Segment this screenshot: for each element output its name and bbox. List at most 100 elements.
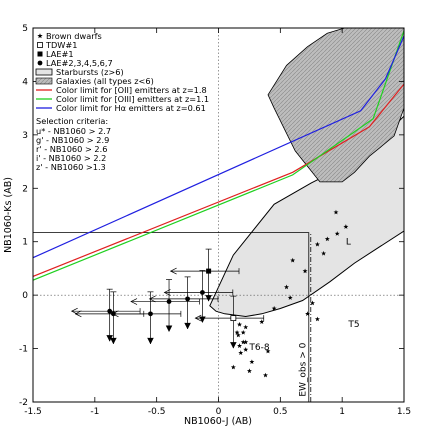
x-tick-label: 0.5 bbox=[273, 407, 287, 417]
brown-dwarf-point bbox=[249, 359, 255, 365]
tdw1-point bbox=[194, 295, 265, 349]
legend-item-2: TDW#1 bbox=[37, 40, 77, 50]
legend-item-3: LAE#1 bbox=[37, 49, 74, 59]
legend-item-9: Color limit for Hα emitters at z=0.61 bbox=[36, 103, 206, 113]
brown-dwarf-point bbox=[334, 231, 340, 236]
y-tick-label: 5 bbox=[22, 24, 28, 34]
galaxy-region bbox=[267, 28, 404, 183]
annotation-t6-8: T6-8 bbox=[248, 343, 269, 353]
selection-criterion: u* - NB1060 > 2.7 bbox=[36, 126, 111, 136]
open-square-icon bbox=[37, 42, 43, 48]
star-icon bbox=[37, 33, 43, 39]
brown-dwarf-point bbox=[321, 250, 327, 256]
brown-dwarf-point bbox=[265, 348, 271, 354]
brown-dwarf-point bbox=[302, 268, 308, 274]
color-limit-line-2 bbox=[33, 30, 404, 281]
y-tick-label: -1 bbox=[19, 345, 28, 355]
lae-marker bbox=[185, 296, 190, 302]
y-limit-arrow bbox=[110, 337, 117, 345]
annotation-l: L bbox=[346, 237, 351, 247]
y-tick-label: -2 bbox=[19, 398, 28, 408]
y-tick-label: 4 bbox=[22, 77, 28, 87]
y-axis-label: NB1060-Ks (AB) bbox=[3, 177, 14, 253]
x-limit-arrow bbox=[130, 298, 138, 305]
x-limit-arrow bbox=[70, 307, 78, 315]
legend-label: Brown dwarfs bbox=[46, 31, 102, 41]
brown-dwarf-point bbox=[240, 339, 246, 345]
brown-dwarf-point bbox=[235, 332, 241, 338]
x-limit-arrow bbox=[163, 289, 171, 296]
x-limit-arrow bbox=[194, 314, 202, 322]
legend-label: Color limit for [OII] emitters at z=1.8 bbox=[56, 85, 207, 95]
brown-dwarf-point bbox=[243, 339, 249, 345]
brown-dwarf-point bbox=[324, 236, 330, 242]
lae1-point bbox=[169, 248, 240, 302]
lae-marker bbox=[166, 299, 172, 304]
legend-item-1: Brown dwarfs bbox=[37, 31, 102, 41]
legend-label: Color limit for Hα emitters at z=0.61 bbox=[56, 103, 206, 113]
lae1-marker bbox=[206, 268, 212, 274]
x-limit-arrow bbox=[169, 267, 177, 275]
brown-dwarf-point bbox=[284, 284, 289, 290]
lae-marker bbox=[107, 308, 113, 314]
y-tick-label: 2 bbox=[22, 184, 28, 194]
x-tick-label: -1.5 bbox=[24, 407, 42, 417]
legend-label: Galaxies (all types z<6) bbox=[56, 76, 154, 86]
selection-criteria-title: Selection criteria: bbox=[36, 116, 108, 126]
selection-criterion: i' - NB1060 > 2.2 bbox=[36, 153, 106, 163]
legend-item-4: LAE#2,3,4,5,6,7 bbox=[37, 58, 113, 68]
selection-boundary-line bbox=[33, 232, 310, 402]
lae-marker bbox=[148, 311, 153, 317]
x-limit-arrow bbox=[148, 295, 156, 303]
brown-dwarf-point bbox=[314, 316, 320, 322]
lae-point-3 bbox=[148, 276, 219, 330]
open-region-icon bbox=[35, 68, 53, 76]
annotation-t5: T5 bbox=[347, 320, 359, 330]
hatched-region-icon bbox=[35, 77, 53, 85]
brown-dwarf-point bbox=[343, 224, 349, 229]
brown-dwarf-point bbox=[259, 319, 265, 324]
brown-dwarf-point bbox=[333, 209, 339, 215]
legend-item-7: Color limit for [OII] emitters at z=1.8 bbox=[36, 85, 207, 95]
brown-dwarf-point bbox=[237, 343, 242, 348]
brown-dwarf-point bbox=[246, 368, 252, 374]
y-limit-arrow bbox=[147, 337, 154, 345]
lae-point-4 bbox=[130, 279, 200, 333]
legend-item-5: Starbursts (z>6) bbox=[35, 67, 124, 77]
color-limit-line-3 bbox=[33, 35, 404, 259]
filled-circle-icon bbox=[37, 60, 43, 66]
y-limit-arrow bbox=[205, 294, 212, 302]
brown-dwarf-point bbox=[305, 311, 311, 316]
x-limit-arrow bbox=[74, 310, 82, 318]
legend-item-8: Color limit for [OIII] emitters at z=1.1 bbox=[36, 94, 209, 104]
legend-item-6: Galaxies (all types z<6) bbox=[35, 76, 154, 86]
annotation-ew-limit: EW_obs > 0 bbox=[299, 342, 309, 396]
legend-label: Color limit for [OIII] emitters at z=1.1 bbox=[56, 94, 209, 104]
legend-label: Starbursts (z>6) bbox=[56, 67, 124, 77]
selection-criterion: z' - NB1060 >1.3 bbox=[36, 162, 106, 172]
y-limit-arrow bbox=[230, 342, 237, 349]
x-tick-label: -0.5 bbox=[148, 407, 166, 417]
y-limit-arrow bbox=[165, 325, 173, 333]
brown-dwarf-point bbox=[263, 372, 268, 378]
x-tick-label: 0 bbox=[216, 407, 222, 417]
brown-dwarf-point bbox=[271, 305, 277, 311]
tdw1-marker bbox=[230, 315, 237, 322]
brown-dwarf-point bbox=[290, 257, 296, 263]
color-limit-line-1 bbox=[33, 83, 404, 277]
brown-dwarf-point bbox=[243, 324, 249, 330]
brown-dwarf-point bbox=[237, 321, 242, 327]
legend-label: LAE#1 bbox=[46, 49, 74, 59]
legend-label: LAE#2,3,4,5,6,7 bbox=[46, 58, 113, 68]
brown-dwarf-point bbox=[314, 241, 320, 247]
filled-square-icon bbox=[37, 51, 43, 57]
legend-label: TDW#1 bbox=[45, 40, 77, 50]
x-tick-label: -1 bbox=[90, 407, 99, 417]
y-tick-label: 0 bbox=[22, 291, 28, 301]
x-tick-label: 1.5 bbox=[397, 407, 411, 417]
y-tick-label: 3 bbox=[22, 131, 28, 141]
selection-criterion: g' - NB1060 > 2.9 bbox=[36, 135, 109, 145]
brown-dwarf-point bbox=[240, 329, 246, 335]
x-axis-label: NB1060-J (AB) bbox=[184, 416, 252, 427]
